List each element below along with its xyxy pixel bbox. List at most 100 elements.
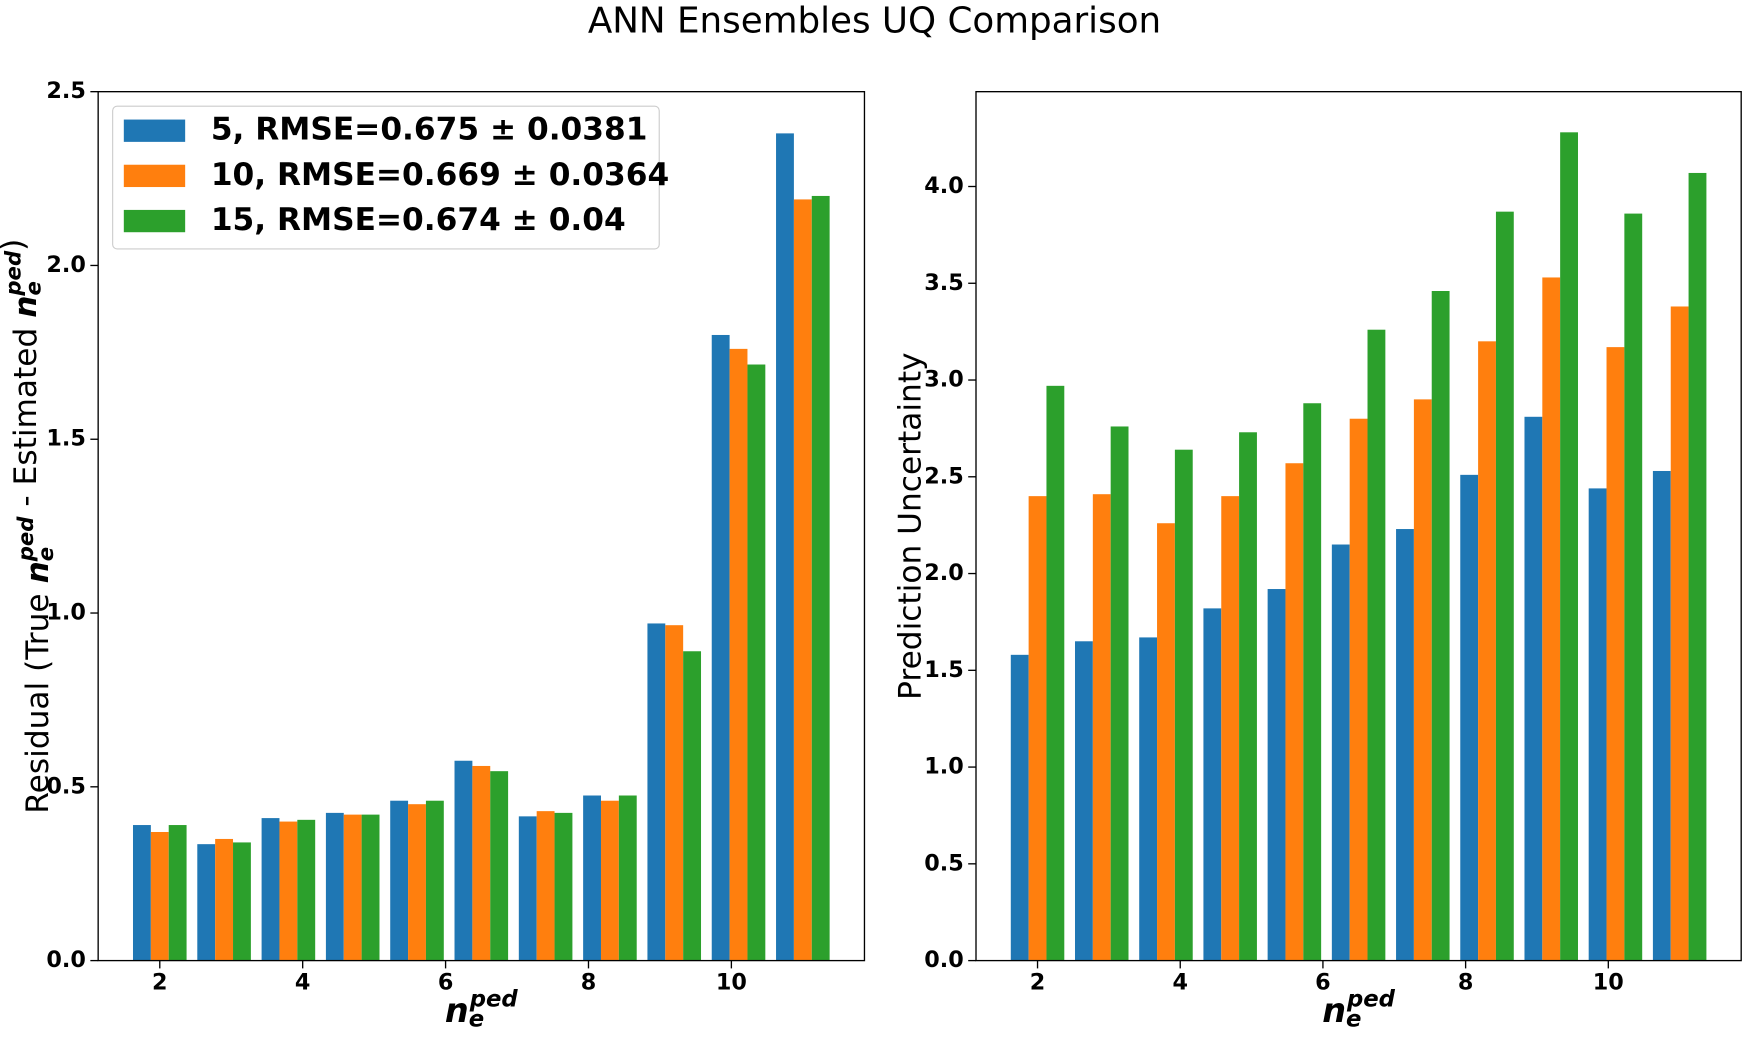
bar [776,133,794,961]
bar [1239,432,1257,961]
bar [168,825,187,961]
bar [583,795,601,961]
x-tick-label: 8 [581,969,597,995]
x-axis-label: neped [1322,986,1395,1032]
y-tick-label: 0.0 [924,947,964,973]
label-symbol: n [1322,990,1346,1029]
bar [600,800,619,961]
label-subscript: e [469,1006,484,1032]
bar [361,814,380,961]
bar [343,814,362,961]
y-tick-label: 4.0 [924,173,964,199]
y-tick-label: 1.0 [46,600,85,626]
bar [1046,385,1065,961]
x-tick-label: 4 [1172,969,1188,995]
bar [1478,341,1496,961]
bar [518,816,537,961]
bar [647,623,666,961]
x-tick-label: 6 [438,969,454,995]
bar [1606,347,1625,961]
bar [1221,496,1240,961]
y-axis-label: Prediction Uncertainty [892,352,928,699]
bar [1139,637,1158,961]
y-tick-label: 1.5 [46,426,85,452]
y-tick-label: 0.5 [924,850,964,876]
bar [1495,211,1514,961]
y-axis-label: Residual (True neped - Estimated neped) [0,239,59,814]
x-axis-label: neped [445,986,518,1032]
bar [197,844,216,961]
bar [711,334,730,961]
bar [1560,132,1578,961]
bar [1460,474,1479,961]
bar [1331,544,1350,961]
bar [297,819,316,961]
legend-swatch [123,209,186,233]
figure-title: ANN Ensembles UQ Comparison [588,1,1161,42]
bar [1174,449,1193,961]
bar [233,842,251,961]
bar [1688,172,1707,961]
bar [1396,529,1414,961]
legend-label: 5, RMSE=0.675 ± 0.0381 [211,112,648,148]
bar [683,651,702,961]
y-tick-label: 3.0 [924,367,964,393]
y-tick-label: 2.5 [46,78,85,104]
bar [454,760,473,961]
bar [793,199,812,961]
bar [536,811,555,961]
bar [215,838,234,961]
bar [1267,589,1286,961]
x-tick-label: 4 [295,969,311,995]
label-text: Prediction Uncertainty [892,352,928,699]
bar [1413,399,1432,961]
x-tick-label: 2 [1030,969,1046,995]
bar [132,825,151,961]
bar [279,821,298,961]
bar [1670,306,1689,961]
bar [729,348,748,961]
bar [325,812,344,961]
legend-swatch [123,164,186,188]
bar [1431,291,1450,961]
y-tick-label: 3.5 [924,270,964,296]
y-tick-label: 1.0 [924,754,964,780]
bar [1028,496,1047,961]
bar [1524,416,1543,961]
bar [1203,608,1222,961]
bar [811,195,830,961]
bar [390,800,409,961]
bar [1542,277,1561,961]
legend-label: 10, RMSE=0.669 ± 0.0364 [211,157,669,193]
label-symbol: n [8,296,44,318]
y-tick-label: 0.0 [46,947,85,973]
label-symbol: n [445,990,469,1029]
label-superscript: ped [2,250,27,297]
bar [1303,403,1322,961]
bar [425,800,444,961]
y-tick-label: 2.5 [924,463,964,489]
label-symbol: n [20,561,56,583]
x-tick-label: 10 [1593,969,1624,995]
bar [1349,418,1368,961]
y-tick-label: 0.5 [46,773,85,799]
bar [1010,654,1029,961]
y-tick-label: 2.0 [46,252,85,278]
bar [472,765,491,961]
bar [554,812,573,961]
axes-frame [975,91,1742,962]
bar [150,831,169,961]
bar [261,818,280,961]
bar [1285,463,1304,961]
bar [1588,488,1607,961]
label-superscript: ped [469,986,519,1012]
bar [1092,494,1111,961]
bar [408,804,426,961]
bar [1652,470,1671,961]
label-subscript: e [34,547,59,561]
legend-swatch [123,119,186,142]
bar [665,625,684,961]
bar [1157,523,1175,961]
legend-label: 15, RMSE=0.674 ± 0.04 [211,202,626,238]
